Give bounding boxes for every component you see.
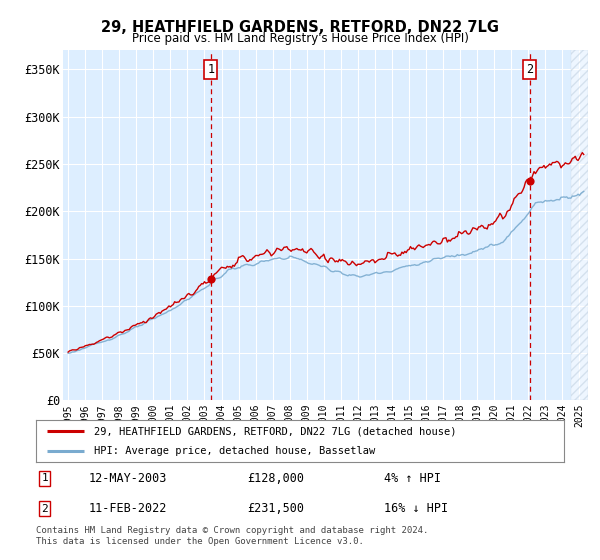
Point	[206, 275, 215, 284]
Text: £231,500: £231,500	[247, 502, 304, 515]
Text: 12-MAY-2003: 12-MAY-2003	[89, 472, 167, 485]
Text: HPI: Average price, detached house, Bassetlaw: HPI: Average price, detached house, Bass…	[94, 446, 376, 456]
Text: 2: 2	[526, 63, 533, 76]
Text: Contains HM Land Registry data © Crown copyright and database right 2024.: Contains HM Land Registry data © Crown c…	[36, 526, 428, 535]
Text: 16% ↓ HPI: 16% ↓ HPI	[385, 502, 449, 515]
Text: 1: 1	[41, 473, 48, 483]
Text: 29, HEATHFIELD GARDENS, RETFORD, DN22 7LG (detached house): 29, HEATHFIELD GARDENS, RETFORD, DN22 7L…	[94, 426, 457, 436]
Text: 1: 1	[207, 63, 214, 76]
Text: Price paid vs. HM Land Registry's House Price Index (HPI): Price paid vs. HM Land Registry's House …	[131, 32, 469, 45]
Text: 11-FEB-2022: 11-FEB-2022	[89, 502, 167, 515]
Text: This data is licensed under the Open Government Licence v3.0.: This data is licensed under the Open Gov…	[36, 538, 364, 547]
Point	[525, 177, 535, 186]
Text: £128,000: £128,000	[247, 472, 304, 485]
Text: 2: 2	[41, 504, 48, 514]
Text: 29, HEATHFIELD GARDENS, RETFORD, DN22 7LG: 29, HEATHFIELD GARDENS, RETFORD, DN22 7L…	[101, 20, 499, 35]
Text: 4% ↑ HPI: 4% ↑ HPI	[385, 472, 442, 485]
